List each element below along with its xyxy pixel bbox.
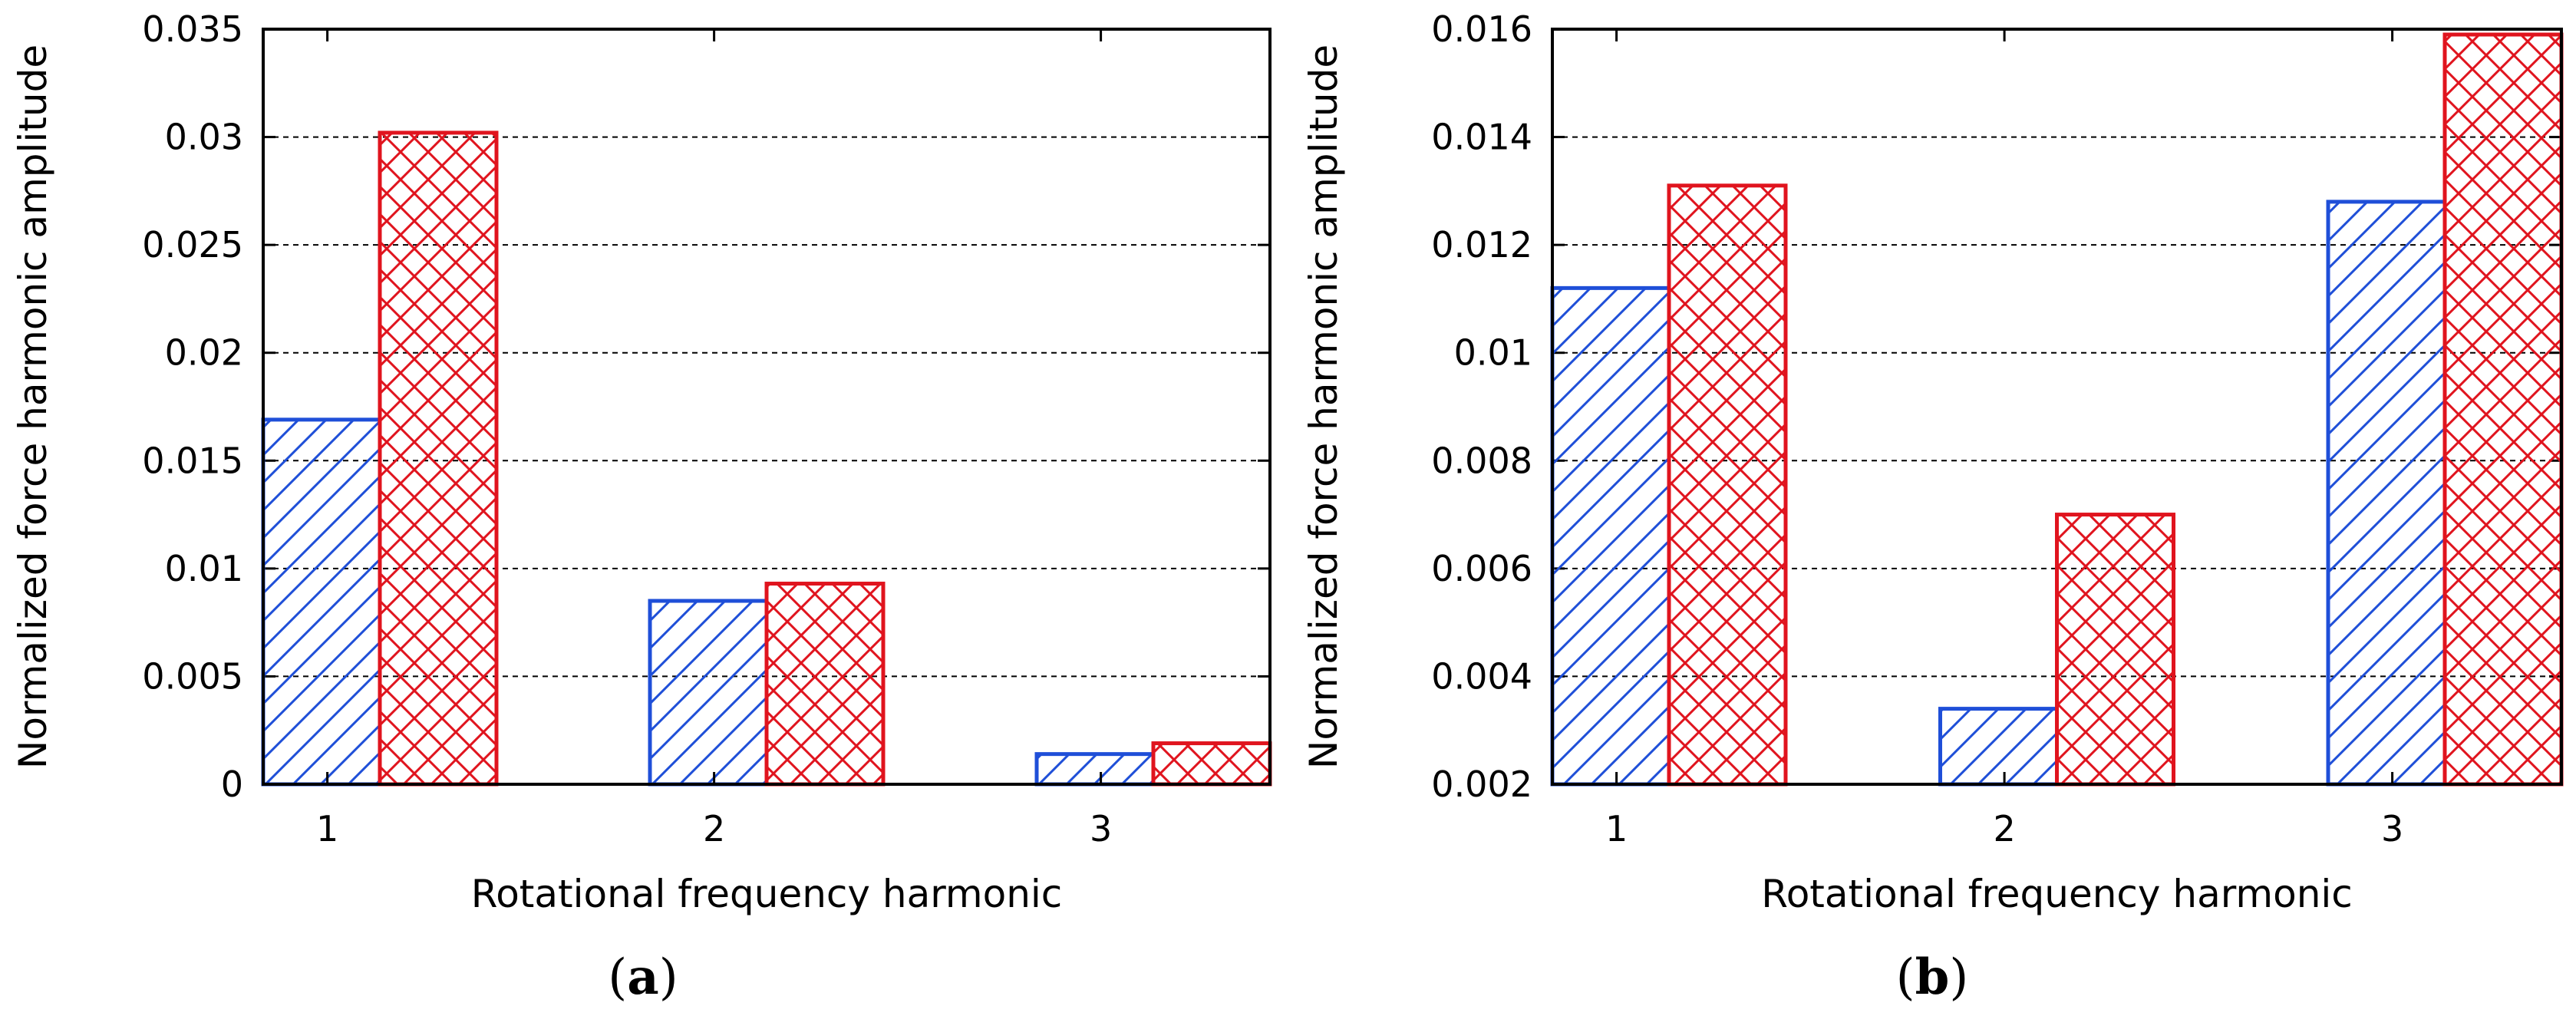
y-tick-label: 0.014 [1431,117,1532,158]
y-tick-label: 0.015 [142,440,243,481]
bar-series-2-cat-1 [1667,183,1788,787]
y-tick-label: 0.02 [165,332,243,374]
y-tick-label: 0.01 [165,548,243,589]
y-tick-label: 0.008 [1431,440,1532,481]
plot-frame [262,28,1272,786]
y-tick-label: 0 [221,764,243,805]
panel-a: 0 0.005 0.01 0.015 0.02 0.025 0.03 0.035 1 2 3 Rota… [11,8,1272,1006]
bar-series-1-cat-3 [1034,752,1156,787]
bar-series-1-cat-1 [261,417,382,787]
y-tick-label: 0.005 [142,655,243,697]
y-tick-label: 0.025 [142,224,243,266]
bar-series-2-cat-3 [2442,32,2564,787]
bar-series-2-cat-2 [764,582,886,787]
y-tick-label: 0.01 [1454,332,1532,374]
y-axis-title: Normalized force harmonic amplitude [1301,45,1346,769]
plot-frame [1551,28,2563,786]
x-tick-label: 3 [1090,808,1112,849]
panel-label: (a) [608,948,678,1006]
y-tick-label: 0.002 [1431,764,1532,805]
bar-series-1-cat-2 [1938,707,2059,787]
x-tick-label: 1 [1605,808,1628,849]
x-axis-title: Rotational frequency harmonic [471,872,1063,916]
x-tick-label: 1 [316,808,338,849]
y-tick-label: 0.004 [1431,655,1532,697]
y-tick-label: 0.012 [1431,224,1532,266]
x-axis-title: Rotational frequency harmonic [1761,872,2353,916]
y-tick-label: 0.035 [142,8,243,50]
bar-series-2-cat-1 [378,130,499,787]
panel-b: 0.002 0.004 0.006 0.008 0.01 0.012 0.014 0.016 1… [1301,8,2564,1006]
bar-series-1-cat-3 [2326,200,2447,787]
bar-series-1-cat-2 [648,599,769,787]
y-axis-title: Normalized force harmonic amplitude [11,45,55,769]
bar-series-2-cat-2 [2055,513,2175,787]
bar-series-2-cat-3 [1151,741,1272,787]
x-tick-label: 3 [2381,808,2403,849]
y-tick-label: 0.03 [165,117,243,158]
x-tick-label: 2 [703,808,725,849]
bar-series-1-cat-1 [1550,285,1671,787]
panel-label: (b) [1896,948,1969,1006]
y-tick-label: 0.006 [1431,548,1532,589]
y-tick-label: 0.016 [1431,8,1532,50]
x-tick-label: 2 [1993,808,2015,849]
